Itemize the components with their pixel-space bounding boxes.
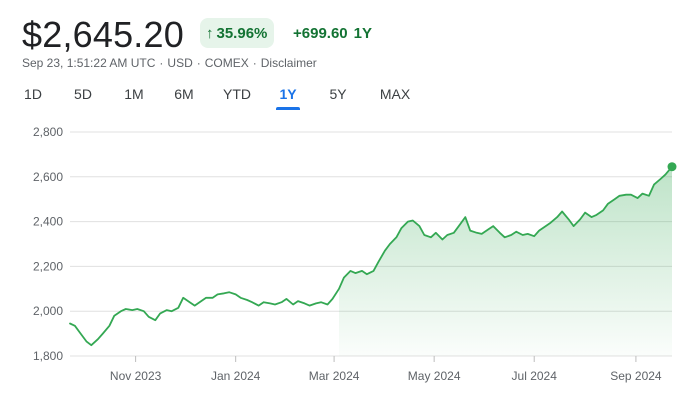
meta-separator: ·	[252, 56, 257, 70]
latest-price-dot	[667, 162, 677, 172]
quote-exchange: COMEX	[204, 56, 249, 70]
percent-change-value: 35.96%	[216, 24, 268, 42]
tab-6m[interactable]: 6M	[174, 86, 194, 102]
price-area-fill	[339, 166, 672, 356]
price-chart[interactable]: Nov 2023 Jan 2024 Mar 2024 May 2024 Jul 2024…	[0, 118, 694, 400]
disclaimer-link[interactable]: Disclaimer	[260, 56, 317, 70]
tab-1d[interactable]: 1D	[24, 86, 42, 102]
tab-1y[interactable]: 1Y	[276, 80, 300, 110]
tab-ytd[interactable]: YTD	[223, 86, 251, 102]
quote-header: $2,645.20 ↑ 35.96% +699.60 1Y	[22, 10, 694, 60]
price-line	[69, 165, 673, 347]
tab-5d[interactable]: 5D	[74, 86, 92, 102]
price-value: $2,645.20	[22, 14, 184, 55]
y-tick-label: 1,800	[33, 349, 63, 363]
quote-meta: Sep 23, 1:51:22 AM UTC · USD · COMEX · Disclai…	[22, 56, 317, 70]
quote-currency: USD	[167, 56, 193, 70]
x-tick-label: Sep 2024	[610, 369, 662, 383]
absolute-change: +699.60 1Y	[293, 18, 378, 48]
meta-separator: ·	[196, 56, 201, 70]
y-tick-label: 2,800	[33, 125, 63, 139]
price-chart-svg[interactable]: Nov 2023 Jan 2024 Mar 2024 May 2024 Jul 2024…	[0, 118, 694, 400]
y-tick-label: 2,200	[33, 259, 63, 273]
x-tick-label: Jul 2024	[512, 369, 558, 383]
up-arrow-icon: ↑	[206, 24, 214, 42]
x-tick-label: May 2024	[408, 369, 461, 383]
x-tick-label: Nov 2023	[110, 369, 162, 383]
change-period: 1Y	[353, 24, 372, 42]
tab-1m[interactable]: 1M	[124, 86, 144, 102]
y-tick-label: 2,000	[33, 304, 63, 318]
absolute-change-value: +699.60	[293, 24, 348, 42]
quote-timestamp: Sep 23, 1:51:22 AM UTC	[22, 56, 156, 70]
meta-separator: ·	[159, 56, 164, 70]
x-tick-label: Jan 2024	[211, 369, 261, 383]
range-tabs: 1D 5D 1M 6M YTD 1Y 5Y MAX	[22, 80, 412, 110]
y-tick-label: 2,600	[33, 170, 63, 184]
percent-change-badge: ↑ 35.96%	[200, 18, 275, 48]
x-tick-label: Mar 2024	[309, 369, 360, 383]
y-tick-label: 2,400	[33, 215, 63, 229]
tab-5y[interactable]: 5Y	[329, 86, 347, 102]
tab-max[interactable]: MAX	[379, 86, 411, 102]
